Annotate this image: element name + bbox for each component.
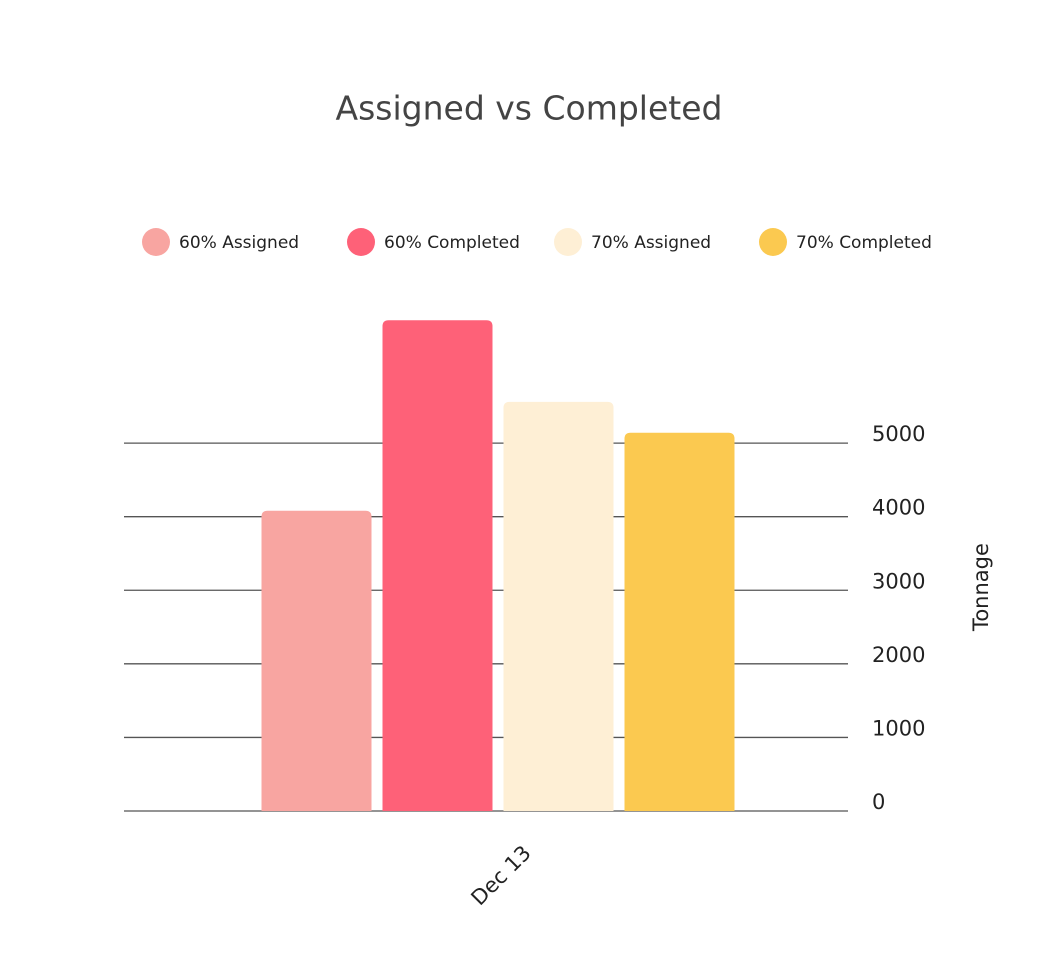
bar: [261, 510, 372, 811]
legend-swatch: [554, 228, 582, 256]
legend-label: 70% Assigned: [591, 233, 711, 253]
legend-label: 60% Completed: [384, 233, 520, 253]
legend-label: 60% Assigned: [179, 233, 299, 253]
legend-label: 70% Completed: [796, 233, 932, 253]
bar: [382, 320, 493, 811]
y-tick-label: 5000: [872, 422, 925, 446]
y-tick-label: 4000: [872, 496, 925, 520]
y-tick-label: 2000: [872, 643, 925, 667]
y-axis-label: Tonnage: [969, 543, 993, 632]
y-tick-label: 3000: [872, 569, 925, 593]
legend-swatch: [759, 228, 787, 256]
legend-swatch: [347, 228, 375, 256]
legend-swatch: [142, 228, 170, 256]
bar: [624, 432, 735, 811]
bar: [503, 401, 614, 811]
y-tick-label: 0: [872, 790, 885, 814]
chart-title: Assigned vs Completed: [336, 89, 723, 128]
y-tick-label: 1000: [872, 716, 925, 740]
